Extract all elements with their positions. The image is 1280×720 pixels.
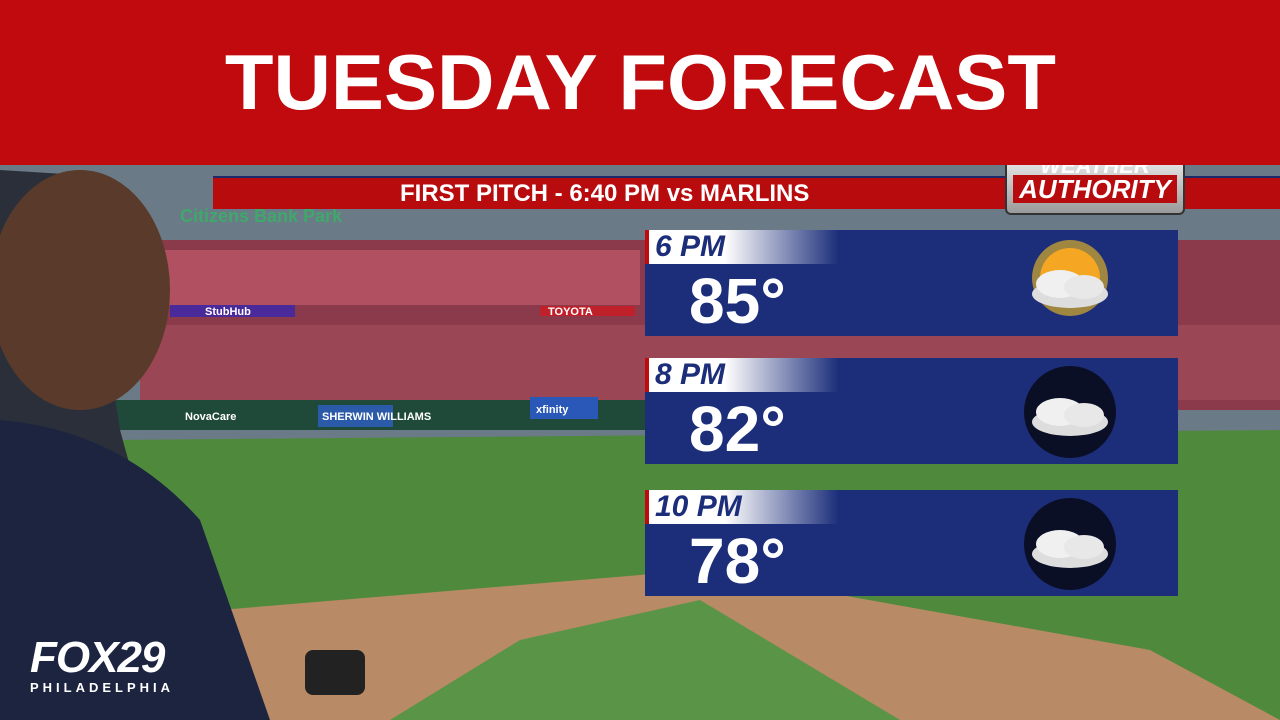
forecast-row: 6 PM 85° <box>645 230 1178 336</box>
temperature: 78° <box>689 525 786 597</box>
sign: NovaCare <box>185 411 236 423</box>
weather-icon <box>1032 240 1108 316</box>
sign: Citizens Bank Park <box>180 206 343 226</box>
title: TUESDAY FORECAST <box>224 38 1056 126</box>
forecast-row: 10 PM 78° <box>645 490 1178 596</box>
time-tab <box>645 490 839 524</box>
time-tab <box>645 230 839 264</box>
logo-city: PHILADELPHIA <box>30 680 175 695</box>
brand-line: WEATHER <box>1040 165 1150 178</box>
time: 6 PM <box>655 230 726 263</box>
time-tab <box>645 358 839 392</box>
temperature: 85° <box>689 265 786 337</box>
weather-icon <box>1024 498 1116 590</box>
logo-name: FOX29 <box>30 633 165 682</box>
sign: xfinity <box>536 404 569 416</box>
brand-badge: WEATHER AUTHORITY <box>1005 165 1185 215</box>
time: 10 PM <box>655 490 742 523</box>
forecast-row: 8 PM 82° <box>645 358 1178 464</box>
sign: SHERWIN WILLIAMS <box>322 411 431 423</box>
banner-text: FIRST PITCH - 6:40 PM vs MARLINS <box>400 180 810 207</box>
sign: TOYOTA <box>548 306 593 318</box>
brand-line: AUTHORITY <box>1013 175 1177 203</box>
temperature: 82° <box>689 393 786 465</box>
sign: StubHub <box>205 306 251 318</box>
station-logo: FOX29 PHILADELPHIA <box>30 633 175 696</box>
time: 8 PM <box>655 358 726 391</box>
header: TUESDAY FORECAST <box>0 0 1280 165</box>
weather-icon <box>1024 366 1116 458</box>
